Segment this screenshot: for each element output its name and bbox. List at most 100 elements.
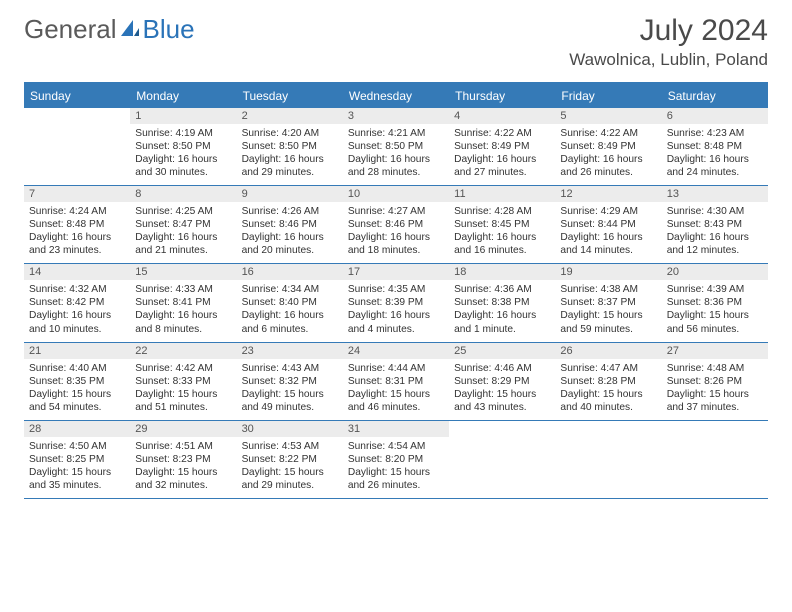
brand-part2: Blue <box>143 14 195 45</box>
sunrise-text: Sunrise: 4:46 AM <box>454 362 550 375</box>
sunset-text: Sunset: 8:43 PM <box>667 218 763 231</box>
day-number: 15 <box>130 264 236 280</box>
day-details: Sunrise: 4:22 AMSunset: 8:49 PMDaylight:… <box>454 127 550 179</box>
sunset-text: Sunset: 8:50 PM <box>348 140 444 153</box>
sunset-text: Sunset: 8:36 PM <box>667 296 763 309</box>
day-number <box>555 421 661 425</box>
day-cell: 6Sunrise: 4:23 AMSunset: 8:48 PMDaylight… <box>662 108 768 185</box>
daylight-text: Daylight: 16 hours and 6 minutes. <box>242 309 338 335</box>
title-block: July 2024 Wawolnica, Lublin, Poland <box>569 14 768 70</box>
day-number: 2 <box>237 108 343 124</box>
day-cell: 26Sunrise: 4:47 AMSunset: 8:28 PMDayligh… <box>555 343 661 420</box>
sunrise-text: Sunrise: 4:48 AM <box>667 362 763 375</box>
daylight-text: Daylight: 16 hours and 28 minutes. <box>348 153 444 179</box>
day-details: Sunrise: 4:33 AMSunset: 8:41 PMDaylight:… <box>135 283 231 335</box>
day-details: Sunrise: 4:32 AMSunset: 8:42 PMDaylight:… <box>29 283 125 335</box>
sunrise-text: Sunrise: 4:20 AM <box>242 127 338 140</box>
day-details: Sunrise: 4:39 AMSunset: 8:36 PMDaylight:… <box>667 283 763 335</box>
day-number: 11 <box>449 186 555 202</box>
day-number: 3 <box>343 108 449 124</box>
day-cell: 30 Sunrise: 4:53 AMSunset: 8:22 PMDayligh… <box>237 421 343 498</box>
day-details: Sunrise: 4:28 AMSunset: 8:45 PMDaylight:… <box>454 205 550 257</box>
day-cell <box>662 421 768 498</box>
day-number: 9 <box>237 186 343 202</box>
sunset-text: Sunset: 8:50 PM <box>242 140 338 153</box>
day-cell: 14 Sunrise: 4:32 AMSunset: 8:42 PMDayligh… <box>24 264 130 341</box>
sunset-text: Sunset: 8:29 PM <box>454 375 550 388</box>
day-cell: 7Sunrise: 4:24 AMSunset: 8:48 PMDaylight… <box>24 186 130 263</box>
sunrise-text: Sunrise: 4:36 AM <box>454 283 550 296</box>
day-number: 7 <box>24 186 130 202</box>
day-details: Sunrise: 4:54 AMSunset: 8:20 PMDaylight:… <box>348 440 444 492</box>
day-number: 30 <box>237 421 343 437</box>
daylight-text: Daylight: 16 hours and 8 minutes. <box>135 309 231 335</box>
sunrise-text: Sunrise: 4:42 AM <box>135 362 231 375</box>
sunrise-text: Sunrise: 4:32 AM <box>29 283 125 296</box>
sunset-text: Sunset: 8:20 PM <box>348 453 444 466</box>
sunset-text: Sunset: 8:22 PM <box>242 453 338 466</box>
day-details: Sunrise: 4:25 AMSunset: 8:47 PMDaylight:… <box>135 205 231 257</box>
dow-saturday: Saturday <box>662 84 768 108</box>
day-details: Sunrise: 4:40 AMSunset: 8:35 PMDaylight:… <box>29 362 125 414</box>
dow-row: Sunday Monday Tuesday Wednesday Thursday… <box>24 84 768 108</box>
day-cell: 12Sunrise: 4:29 AMSunset: 8:44 PMDayligh… <box>555 186 661 263</box>
day-cell: 8Sunrise: 4:25 AMSunset: 8:47 PMDaylight… <box>130 186 236 263</box>
daylight-text: Daylight: 15 hours and 32 minutes. <box>135 466 231 492</box>
sunset-text: Sunset: 8:46 PM <box>348 218 444 231</box>
day-number: 28 <box>24 421 130 437</box>
day-details: Sunrise: 4:20 AMSunset: 8:50 PMDaylight:… <box>242 127 338 179</box>
daylight-text: Daylight: 15 hours and 56 minutes. <box>667 309 763 335</box>
day-number: 20 <box>662 264 768 280</box>
day-cell: 11 Sunrise: 4:28 AMSunset: 8:45 PMDayligh… <box>449 186 555 263</box>
day-cell: 21 Sunrise: 4:40 AMSunset: 8:35 PMDayligh… <box>24 343 130 420</box>
day-number: 12 <box>555 186 661 202</box>
week-row: 21 Sunrise: 4:40 AMSunset: 8:35 PMDayligh… <box>24 343 768 421</box>
sunrise-text: Sunrise: 4:44 AM <box>348 362 444 375</box>
daylight-text: Daylight: 15 hours and 43 minutes. <box>454 388 550 414</box>
day-cell: 5Sunrise: 4:22 AMSunset: 8:49 PMDaylight… <box>555 108 661 185</box>
day-details: Sunrise: 4:21 AMSunset: 8:50 PMDaylight:… <box>348 127 444 179</box>
dow-sunday: Sunday <box>24 84 130 108</box>
day-number: 21 <box>24 343 130 359</box>
day-number <box>662 421 768 425</box>
daylight-text: Daylight: 15 hours and 40 minutes. <box>560 388 656 414</box>
sunset-text: Sunset: 8:47 PM <box>135 218 231 231</box>
sunset-text: Sunset: 8:40 PM <box>242 296 338 309</box>
day-details: Sunrise: 4:44 AMSunset: 8:31 PMDaylight:… <box>348 362 444 414</box>
daylight-text: Daylight: 16 hours and 30 minutes. <box>135 153 231 179</box>
sunset-text: Sunset: 8:28 PM <box>560 375 656 388</box>
day-number: 14 <box>24 264 130 280</box>
sunrise-text: Sunrise: 4:27 AM <box>348 205 444 218</box>
daylight-text: Daylight: 16 hours and 16 minutes. <box>454 231 550 257</box>
day-cell: 25 Sunrise: 4:46 AMSunset: 8:29 PMDayligh… <box>449 343 555 420</box>
day-details: Sunrise: 4:22 AMSunset: 8:49 PMDaylight:… <box>560 127 656 179</box>
day-number: 25 <box>449 343 555 359</box>
day-details: Sunrise: 4:43 AMSunset: 8:32 PMDaylight:… <box>242 362 338 414</box>
day-cell: 19Sunrise: 4:38 AMSunset: 8:37 PMDayligh… <box>555 264 661 341</box>
day-cell: 2 Sunrise: 4:20 AMSunset: 8:50 PMDaylight… <box>237 108 343 185</box>
day-details: Sunrise: 4:47 AMSunset: 8:28 PMDaylight:… <box>560 362 656 414</box>
daylight-text: Daylight: 15 hours and 51 minutes. <box>135 388 231 414</box>
day-number: 24 <box>343 343 449 359</box>
brand-logo: General Blue <box>24 14 195 45</box>
sunset-text: Sunset: 8:33 PM <box>135 375 231 388</box>
sunset-text: Sunset: 8:41 PM <box>135 296 231 309</box>
day-details: Sunrise: 4:38 AMSunset: 8:37 PMDaylight:… <box>560 283 656 335</box>
day-details: Sunrise: 4:53 AMSunset: 8:22 PMDaylight:… <box>242 440 338 492</box>
day-cell <box>555 421 661 498</box>
sunset-text: Sunset: 8:49 PM <box>560 140 656 153</box>
sunrise-text: Sunrise: 4:22 AM <box>560 127 656 140</box>
sunrise-text: Sunrise: 4:40 AM <box>29 362 125 375</box>
weeks-container: 1Sunrise: 4:19 AMSunset: 8:50 PMDaylight… <box>24 108 768 499</box>
sunset-text: Sunset: 8:44 PM <box>560 218 656 231</box>
sunrise-text: Sunrise: 4:19 AM <box>135 127 231 140</box>
daylight-text: Daylight: 16 hours and 14 minutes. <box>560 231 656 257</box>
day-cell: 29Sunrise: 4:51 AMSunset: 8:23 PMDayligh… <box>130 421 236 498</box>
day-cell: 16Sunrise: 4:34 AMSunset: 8:40 PMDayligh… <box>237 264 343 341</box>
daylight-text: Daylight: 16 hours and 10 minutes. <box>29 309 125 335</box>
sunrise-text: Sunrise: 4:28 AM <box>454 205 550 218</box>
day-cell <box>24 108 130 185</box>
day-details: Sunrise: 4:36 AMSunset: 8:38 PMDaylight:… <box>454 283 550 335</box>
day-number: 16 <box>237 264 343 280</box>
sunset-text: Sunset: 8:38 PM <box>454 296 550 309</box>
